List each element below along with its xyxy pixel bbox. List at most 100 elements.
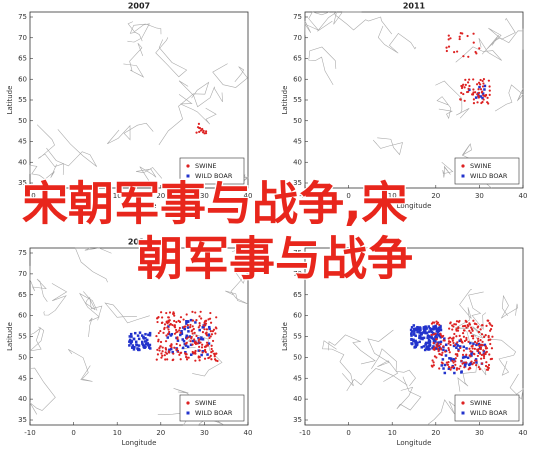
swine-point	[460, 84, 463, 88]
swine-point	[489, 338, 492, 341]
swine-point	[164, 340, 168, 343]
swine-point	[157, 316, 160, 319]
swine-point	[487, 363, 491, 367]
swine-point	[432, 341, 435, 345]
legend-box	[179, 394, 245, 422]
wild-boar-point	[477, 342, 481, 346]
swine-point	[456, 353, 459, 356]
swine-point	[167, 320, 170, 323]
swine-point	[178, 353, 181, 356]
swine-point	[164, 347, 167, 350]
wild-boar-point	[425, 347, 429, 351]
legend-label: SWINE	[195, 399, 216, 407]
swine-point	[462, 349, 466, 352]
swine-point	[213, 352, 216, 355]
wild-boar-point	[448, 357, 451, 360]
swine-point	[436, 345, 439, 348]
swine-point	[175, 342, 178, 346]
swine-point	[484, 95, 487, 98]
swine-point	[460, 359, 463, 363]
swine-point	[446, 363, 450, 366]
swine-point	[471, 347, 474, 350]
coastline	[68, 349, 93, 382]
swine-point	[194, 342, 198, 346]
wild-boar-point	[188, 335, 192, 338]
swine-point	[439, 343, 442, 346]
swine-point	[210, 347, 213, 351]
wild-boar-point	[470, 354, 473, 357]
wild-boar-point	[428, 335, 432, 339]
coastline	[372, 137, 403, 156]
wild-boar-point	[130, 340, 133, 344]
swine-point	[442, 345, 445, 348]
latitude-tick-label: 75	[293, 13, 302, 21]
wild-boar-point	[148, 334, 152, 337]
wild-boar-point	[461, 356, 465, 359]
wild-boar-point	[462, 345, 466, 349]
longitude-tick-label: 20	[156, 192, 165, 200]
swine-point	[210, 333, 214, 336]
swine-point	[458, 334, 461, 338]
swine-point	[211, 339, 215, 343]
longitude-tick-label: 0	[346, 192, 350, 200]
swine-point	[440, 348, 443, 351]
legend-label: SWINE	[470, 399, 491, 407]
swine-point	[487, 338, 490, 342]
wild-boar-point	[135, 343, 138, 346]
latitude-tick-label: 60	[18, 312, 27, 320]
coastline	[454, 289, 472, 329]
swine-point	[453, 51, 456, 54]
latitude-tick-label: 50	[293, 353, 302, 361]
swine-point	[480, 324, 484, 327]
wild-boar-point	[414, 328, 417, 331]
wild-boar-point	[438, 346, 441, 349]
wild-boar-point	[437, 326, 441, 330]
swine-point	[168, 319, 171, 322]
swine-point	[155, 358, 158, 361]
swine-point	[472, 337, 475, 340]
wild-boar-point	[423, 348, 427, 352]
swine-point	[482, 82, 485, 85]
wild-boar-point	[130, 335, 133, 338]
wild-boar-point	[456, 344, 460, 347]
wild-boar-point	[427, 325, 430, 328]
legend-label: WILD BOAR	[470, 409, 508, 417]
swine-point	[454, 363, 457, 366]
wild-boar-point	[432, 345, 435, 348]
wild-boar-point	[437, 329, 441, 333]
swine-point	[204, 332, 207, 335]
swine-point	[209, 321, 213, 324]
wild-boar-point	[179, 333, 182, 337]
swine-point	[462, 83, 465, 86]
swine-point	[477, 365, 480, 369]
wild-boar-point	[410, 337, 413, 341]
wild-boar-point	[168, 348, 171, 352]
swine-point	[160, 356, 163, 359]
swine-point	[168, 311, 172, 314]
wild-boar-point	[141, 343, 145, 347]
swine-point	[465, 338, 468, 341]
swine-point	[194, 359, 197, 362]
swine-point	[207, 356, 210, 360]
coastline	[317, 11, 362, 32]
swine-point	[203, 321, 206, 324]
swine-point	[481, 85, 485, 88]
wild-boar-point	[201, 350, 204, 353]
legend-swatch	[186, 401, 190, 405]
wild-boar-point	[201, 338, 205, 341]
swine-point	[461, 332, 465, 335]
legend-swatch	[186, 164, 190, 168]
wild-boar-point	[140, 334, 144, 337]
swine-point	[184, 355, 188, 359]
coastline	[494, 84, 524, 112]
wild-boar-point	[181, 346, 185, 350]
swine-point	[460, 91, 463, 94]
swine-point	[155, 334, 158, 338]
swine-point	[473, 322, 476, 325]
swine-point	[179, 331, 182, 334]
wild-boar-point	[463, 365, 467, 368]
swine-point	[461, 353, 465, 356]
swine-point	[463, 324, 466, 328]
wild-boar-point	[415, 343, 418, 347]
wild-boar-point	[434, 327, 437, 330]
